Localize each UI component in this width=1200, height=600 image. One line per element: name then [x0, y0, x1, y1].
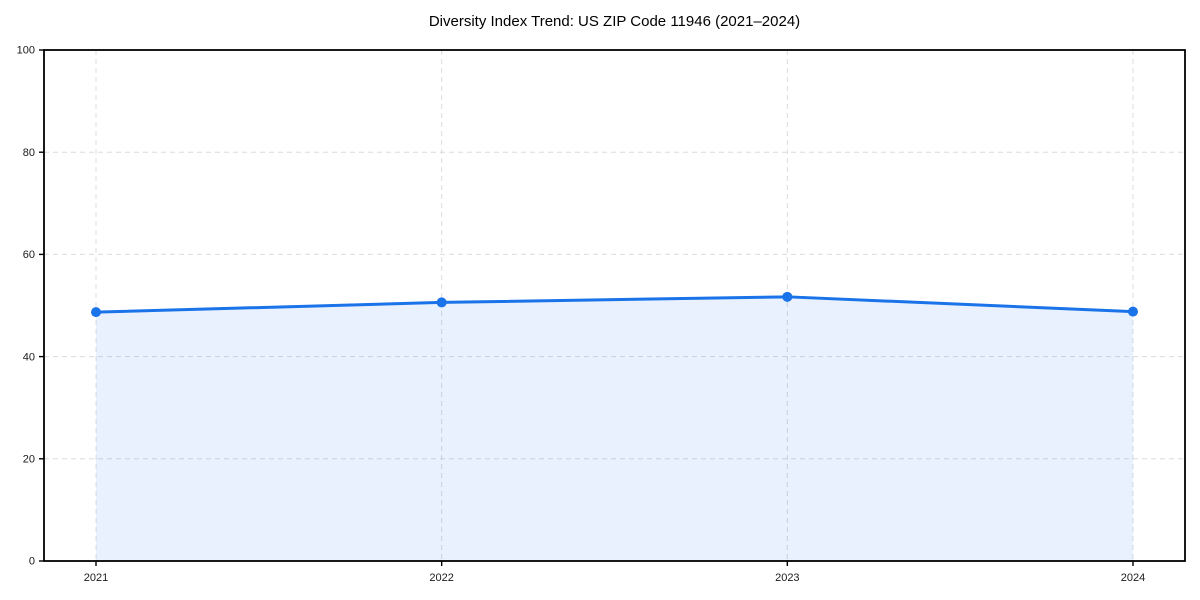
- x-tick-label: 2024: [1121, 572, 1145, 584]
- y-tick-label: 40: [23, 351, 35, 363]
- data-point-2023: [782, 291, 793, 302]
- data-point-2021: [91, 307, 101, 318]
- y-tick-label: 20: [23, 454, 35, 466]
- y-tick-label: 100: [17, 45, 35, 57]
- y-tick-label: 60: [23, 249, 35, 261]
- y-tick-label: 0: [29, 556, 35, 568]
- data-point-2024: [1128, 306, 1138, 317]
- y-tick-label: 80: [23, 147, 35, 159]
- plot-spines: [43, 49, 1186, 562]
- x-tick-label: 2022: [429, 572, 453, 584]
- data-point-2022: [436, 297, 447, 308]
- x-tick-label: 2023: [775, 572, 799, 584]
- x-tick-label: 2021: [84, 572, 108, 584]
- area-fill: [96, 296, 1133, 561]
- chart-title: Diversity Index Trend: US ZIP Code 11946…: [428, 13, 801, 30]
- trend-line: [94, 295, 1135, 314]
